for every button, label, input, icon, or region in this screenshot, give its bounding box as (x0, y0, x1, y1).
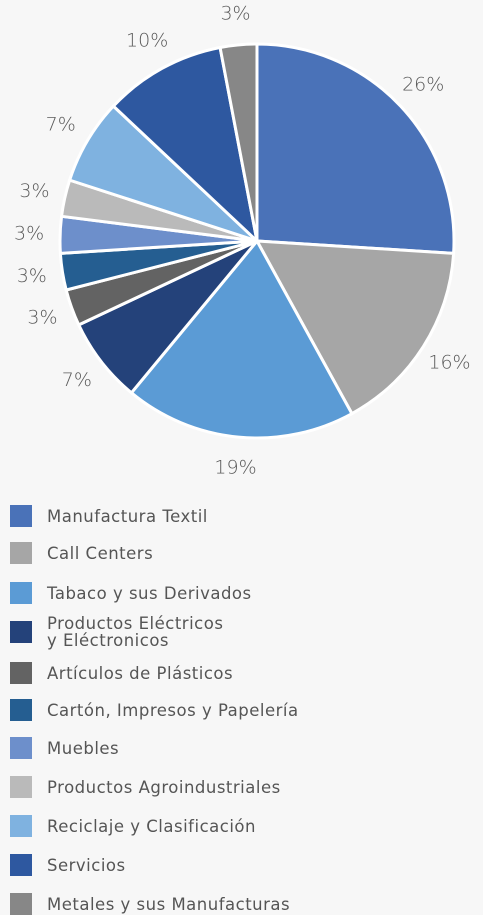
slice-label: 7% (46, 113, 76, 135)
slice-label: 7% (62, 369, 92, 391)
legend-item: Metales y sus Manufacturas (10, 893, 290, 915)
legend-item: Artículos de Plásticos (10, 662, 233, 684)
legend-swatch (10, 854, 32, 876)
slice-label: 19% (214, 456, 256, 478)
legend-item: Cartón, Impresos y Papelería (10, 699, 299, 721)
pie-slice (255, 239, 456, 416)
legend-item: Productos Agroindustriales (10, 776, 281, 798)
legend-label: Cartón, Impresos y Papelería (47, 700, 299, 720)
legend-item: Productos Eléctricos y Eléctronicos (10, 615, 223, 649)
legend-item: Muebles (10, 737, 119, 759)
legend-label: Tabaco y sus Derivados (47, 583, 252, 603)
legend-label: Reciclaje y Clasificación (47, 816, 256, 836)
slice-label: 26% (402, 73, 444, 95)
slice-label: 3% (17, 265, 47, 287)
pie-slice (129, 239, 354, 440)
legend-swatch (10, 699, 32, 721)
legend-swatch (10, 737, 32, 759)
legend-label: Productos Agroindustriales (47, 777, 281, 797)
legend-label: Call Centers (47, 543, 154, 563)
slice-label: 3% (19, 180, 49, 202)
pie-slice (255, 42, 456, 255)
legend-label: Servicios (47, 855, 126, 875)
pie-slice (218, 42, 259, 243)
slice-label: 10% (126, 30, 168, 52)
legend-label: Muebles (47, 738, 120, 758)
legend-swatch (10, 662, 32, 684)
legend-label: Productos Eléctricos y Eléctronicos (47, 614, 224, 650)
legend-item: Manufactura Textil (10, 505, 208, 527)
chart: 26% 16% 19% 7% 3% 3% 3% 3% 7% 10% 3% (14, 3, 471, 479)
legend-item: Call Centers (10, 542, 153, 564)
pie-slice (111, 45, 259, 243)
legend-label: Metales y sus Manufacturas (47, 894, 291, 914)
legend-swatch (10, 505, 32, 527)
legend-swatch (10, 893, 32, 915)
legend-label: Manufactura Textil (47, 506, 208, 526)
legend-swatch (10, 621, 32, 643)
legend-item: Servicios (10, 854, 126, 876)
slice-label: 3% (27, 307, 57, 329)
slice-label: 16% (428, 352, 470, 374)
slice-label: 3% (14, 222, 44, 244)
legend-label: Artículos de Plásticos (47, 663, 234, 683)
legend-item: Reciclaje y Clasificación (10, 815, 256, 837)
legend-swatch (10, 776, 32, 798)
legend-swatch (10, 582, 32, 604)
slice-label: 3% (220, 3, 250, 25)
legend-item: Tabaco y sus Derivados (10, 582, 252, 604)
legend-swatch (10, 542, 32, 564)
legend-swatch (10, 815, 32, 837)
